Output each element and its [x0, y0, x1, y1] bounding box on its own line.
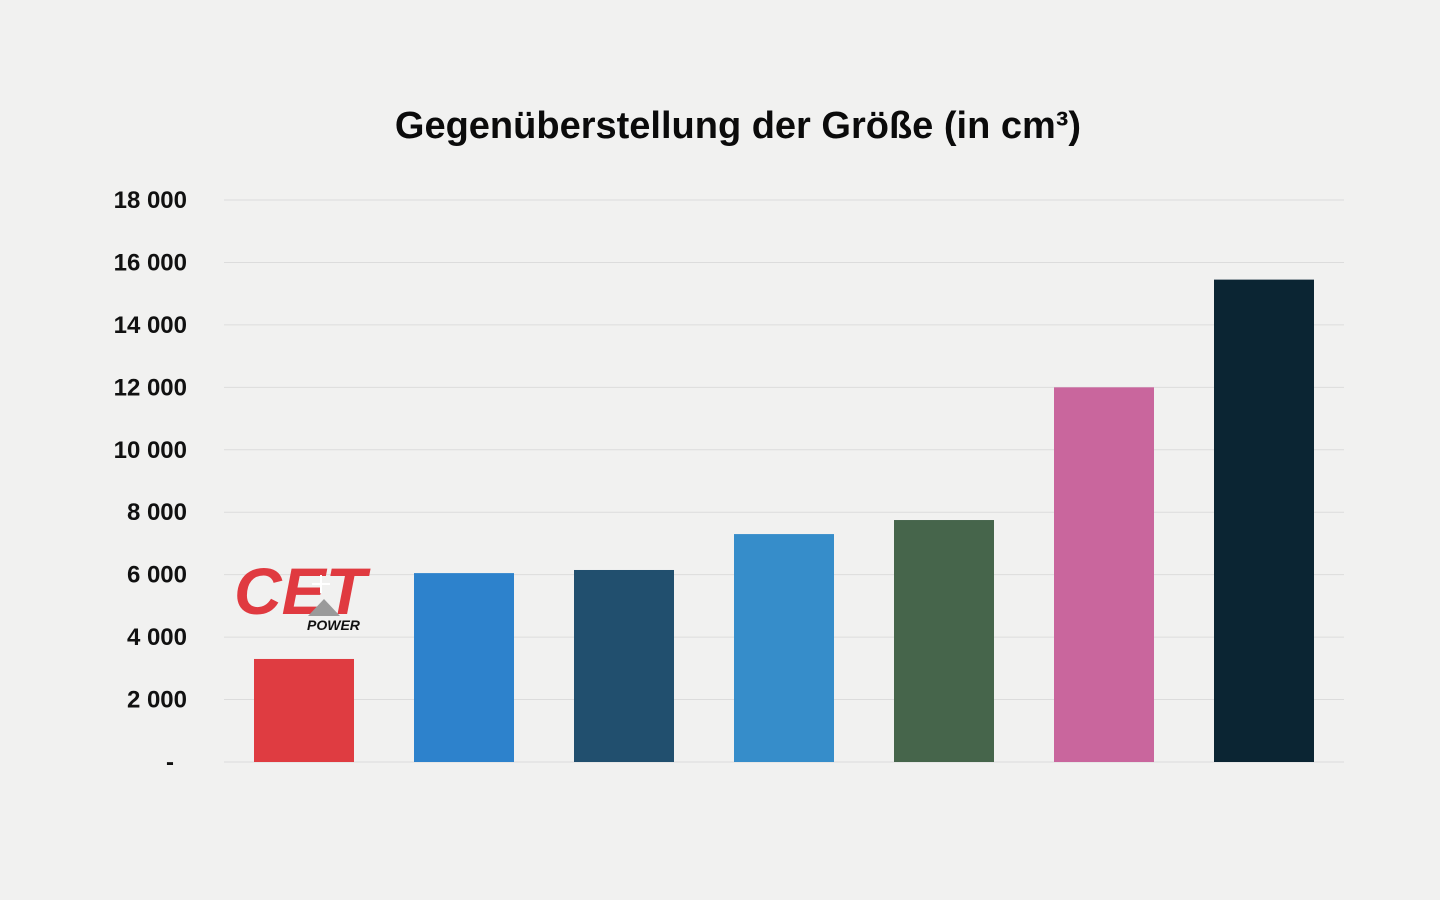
y-tick-label: 14 000: [114, 312, 187, 339]
bars: [254, 279, 1314, 762]
y-tick-label: 16 000: [114, 249, 187, 276]
y-tick-label: -: [166, 749, 174, 776]
y-tick-label: 6 000: [127, 562, 187, 589]
logo-triangle-icon: [308, 599, 340, 616]
chart-title: Gegenüberstellung der Größe (in cm³): [395, 105, 1081, 147]
y-tick-label: 12 000: [114, 374, 187, 401]
y-axis: - 2 000 4 000 6 000 8 000 10 000 12 000 14 000 1…: [114, 187, 187, 776]
bar-7: [1214, 279, 1314, 762]
cet-power-logo: CET POWER: [234, 554, 371, 633]
bar-3: [574, 569, 674, 762]
bar-4: [734, 534, 834, 762]
bar-2: [414, 573, 514, 762]
bar-1: [254, 658, 354, 762]
y-tick-label: 10 000: [114, 437, 187, 464]
logo-subtext: POWER: [307, 617, 361, 633]
bar-6: [1054, 387, 1154, 762]
y-tick-label: 8 000: [127, 499, 187, 526]
y-tick-label: 4 000: [127, 624, 187, 651]
y-tick-label: 18 000: [114, 187, 187, 214]
y-tick-label: 2 000: [127, 687, 187, 714]
grid: [224, 199, 1344, 763]
bar-5: [894, 520, 994, 762]
logo-wordmark: CET: [234, 554, 371, 628]
